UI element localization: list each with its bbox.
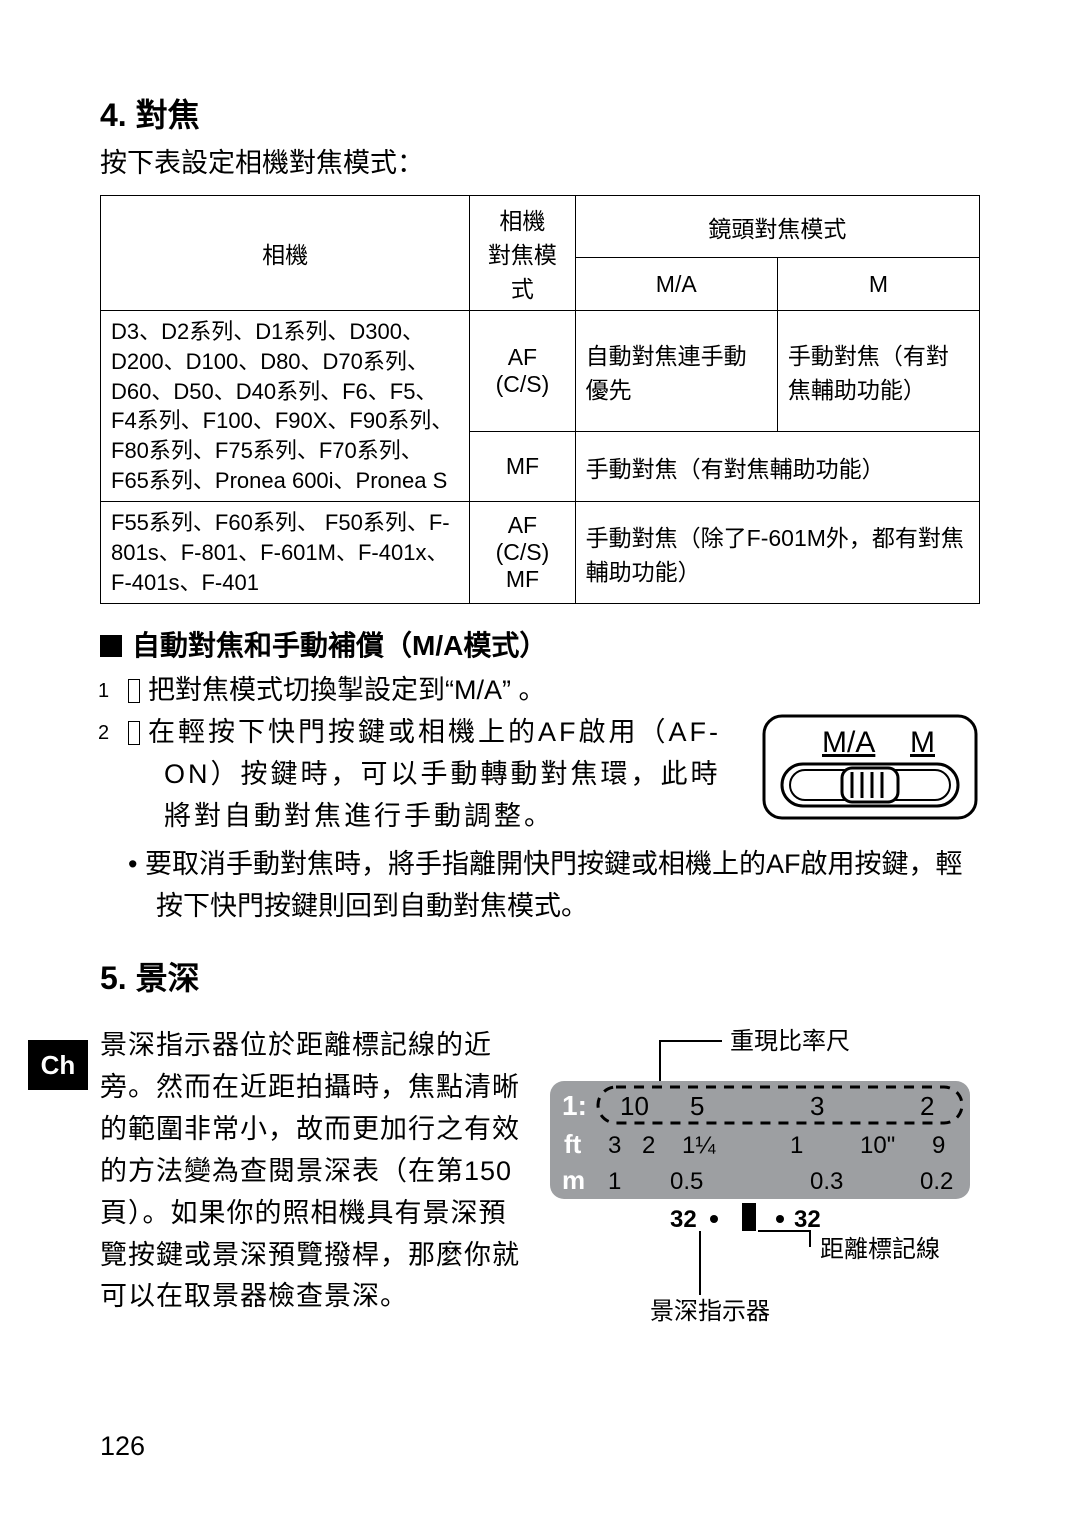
cell-cameras-group1: D3、D2系列、D1系列、D300、D200、D100、D80、D70系列、D6… xyxy=(101,311,470,502)
cell-cameras-group2: F55系列、F60系列、 F50系列、F-801s、F-801、F-601M、F… xyxy=(101,502,470,604)
switch-ma-label: M/A xyxy=(822,726,875,759)
step2-block: 2 在輕按下快門按鍵或相機上的AF啟用（AF-ON）按鍵時，可以手動轉動對焦環，此… xyxy=(100,712,980,838)
fig-ap-right: 32 xyxy=(794,1206,821,1233)
fig-m-label: m xyxy=(562,1165,585,1195)
svg-text:1: 1 xyxy=(790,1132,803,1159)
svg-text:9: 9 xyxy=(932,1132,945,1159)
page-number: 126 xyxy=(100,1431,145,1462)
fig-ratio-v: 2 xyxy=(920,1091,934,1121)
step2: 2 在輕按下快門按鍵或相機上的AF啟用（AF-ON）按鍵時，可以手動轉動對焦環，此… xyxy=(128,712,744,838)
cell-mode-mixed: AF (C/S) MF xyxy=(470,502,575,604)
distance-index-mark xyxy=(742,1203,756,1231)
cell-mf-span: 手動對焦（有對焦輔助功能） xyxy=(575,432,979,502)
section4-title: 4. 對焦 xyxy=(100,90,980,136)
section5-title: 5. 景深 xyxy=(100,953,980,999)
focus-mode-table: 相機 相機 對焦模式 鏡頭對焦模式 M/A M D3、D2系列、D1系列、D30… xyxy=(100,195,980,604)
section4-bullet: • 要取消手動對焦時，將手指離開快門按鍵或相機上的AF啟用按鍵，輕按下快門按鍵則… xyxy=(128,844,980,928)
svg-text:0.3: 0.3 xyxy=(810,1168,843,1195)
language-tab: Ch xyxy=(28,1040,88,1090)
depth-of-field-figure: 重現比率尺 1: 10 5 3 2 ft 3 2 1¼ 1 10" 9 m xyxy=(550,1025,980,1330)
sub-title-text: 自動對焦和手動補償（M/A模式） xyxy=(132,630,547,661)
section5-text: 景深指示器位於距離標記線的近旁。然而在近距拍攝時，焦點清晰的範圍非常小，故而更加… xyxy=(100,1025,530,1318)
svg-text:2: 2 xyxy=(642,1132,655,1159)
svg-text:3: 3 xyxy=(608,1132,621,1159)
focus-switch-icon: M/A M xyxy=(760,712,980,822)
svg-text:0.2: 0.2 xyxy=(920,1168,953,1195)
step-number-2: 2 xyxy=(128,721,140,745)
bullet-text: 要取消手動對焦時，將手指離開快門按鍵或相機上的AF啟用按鍵，輕按下快門按鍵則回到… xyxy=(145,849,963,921)
cell-m-text: 手動對焦（有對焦輔助功能） xyxy=(777,311,979,432)
cell-mode-af: AF (C/S) xyxy=(470,311,575,432)
fig-ap-left: 32 xyxy=(670,1206,697,1233)
switch-knob-icon xyxy=(842,768,898,802)
fig-ratio-v: 3 xyxy=(810,1091,824,1121)
step-number-1: 1 xyxy=(128,679,140,703)
th-camera: 相機 xyxy=(101,196,470,311)
step1-text: 把對焦模式切換掣設定到“M/A” 。 xyxy=(148,675,546,705)
table-row: F55系列、F60系列、 F50系列、F-801s、F-801、F-601M、F… xyxy=(101,502,980,604)
th-m: M xyxy=(777,258,979,311)
svg-text:0.5: 0.5 xyxy=(670,1168,703,1195)
fig-label-dist: 距離標記線 xyxy=(820,1236,940,1263)
step2-text: 在輕按下快門按鍵或相機上的AF啟用（AF-ON）按鍵時，可以手動轉動對焦環，此時… xyxy=(148,717,721,831)
fig-label-dof: 景深指示器 xyxy=(650,1298,770,1325)
section4-sub-title: 自動對焦和手動補償（M/A模式） xyxy=(100,624,980,664)
fig-label-repro: 重現比率尺 xyxy=(730,1028,850,1055)
section4-intro: 按下表設定相機對焦模式： xyxy=(100,144,980,183)
svg-text:10": 10" xyxy=(860,1132,895,1159)
fig-ratio-v: 5 xyxy=(690,1091,704,1121)
fig-ratio-prefix: 1: xyxy=(562,1090,587,1121)
switch-m-label: M xyxy=(910,726,935,759)
svg-text:1¼: 1¼ xyxy=(682,1132,716,1159)
svg-text:1: 1 xyxy=(608,1168,621,1195)
table-row: D3、D2系列、D1系列、D300、D200、D100、D80、D70系列、D6… xyxy=(101,311,980,432)
step1: 1 把對焦模式切換掣設定到“M/A” 。 xyxy=(128,670,980,712)
section5-body: 景深指示器位於距離標記線的近旁。然而在近距拍攝時，焦點清晰的範圍非常小，故而更加… xyxy=(100,1025,980,1330)
fig-ratio-v: 10 xyxy=(620,1091,649,1121)
square-bullet-icon xyxy=(100,635,122,657)
cell-ma-text: 自動對焦連手動優先 xyxy=(575,311,777,432)
cell-mode-mf: MF xyxy=(470,432,575,502)
th-ma: M/A xyxy=(575,258,777,311)
cell-span2: 手動對焦（除了F-601M外，都有對焦輔助功能） xyxy=(575,502,979,604)
manual-page: 4. 對焦 按下表設定相機對焦模式： 相機 相機 對焦模式 鏡頭對焦模式 M/A… xyxy=(0,0,1080,1522)
th-lens-mode: 鏡頭對焦模式 xyxy=(575,196,979,258)
fig-ft-label: ft xyxy=(564,1129,582,1159)
th-camera-mode: 相機 對焦模式 xyxy=(470,196,575,311)
